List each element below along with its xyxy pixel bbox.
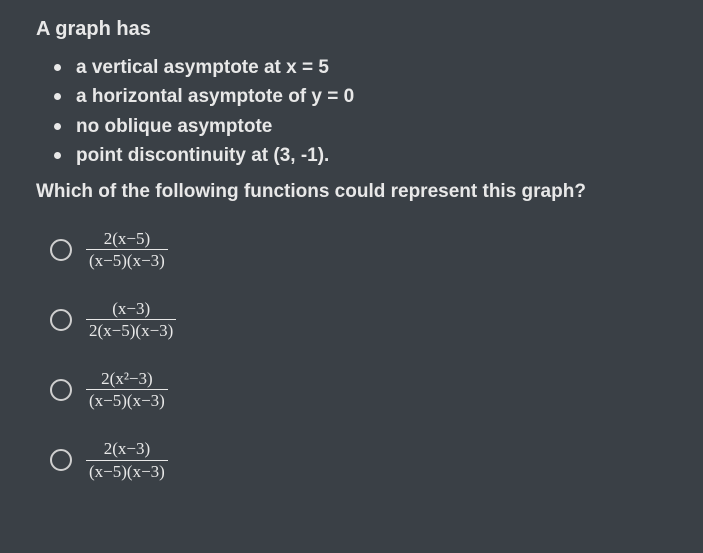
numerator: 2(x−3) xyxy=(86,439,168,460)
denominator: 2(x−5)(x−3) xyxy=(86,319,176,341)
answer-option-2[interactable]: (x−3) 2(x−5)(x−3) xyxy=(50,299,681,341)
fraction: 2(x−5) (x−5)(x−3) xyxy=(86,229,168,271)
radio-icon[interactable] xyxy=(50,379,72,401)
denominator: (x−5)(x−3) xyxy=(86,249,168,271)
denominator: (x−5)(x−3) xyxy=(86,389,168,411)
radio-icon[interactable] xyxy=(50,239,72,261)
condition-item: no oblique asymptote xyxy=(54,112,681,141)
condition-item: point discontinuity at (3, -1). xyxy=(54,141,681,170)
fraction: 2(x−3) (x−5)(x−3) xyxy=(86,439,168,481)
radio-icon[interactable] xyxy=(50,449,72,471)
radio-icon[interactable] xyxy=(50,309,72,331)
fraction: 2(x²−3) (x−5)(x−3) xyxy=(86,369,168,411)
answer-option-1[interactable]: 2(x−5) (x−5)(x−3) xyxy=(50,229,681,271)
fraction: (x−3) 2(x−5)(x−3) xyxy=(86,299,176,341)
condition-item: a horizontal asymptote of y = 0 xyxy=(54,82,681,111)
condition-item: a vertical asymptote at x = 5 xyxy=(54,53,681,82)
answer-option-4[interactable]: 2(x−3) (x−5)(x−3) xyxy=(50,439,681,481)
condition-list: a vertical asymptote at x = 5 a horizont… xyxy=(54,53,681,171)
denominator: (x−5)(x−3) xyxy=(86,460,168,482)
numerator: 2(x²−3) xyxy=(86,369,168,390)
prompt-heading: A graph has xyxy=(36,18,681,41)
numerator: (x−3) xyxy=(86,299,176,320)
answer-options: 2(x−5) (x−5)(x−3) (x−3) 2(x−5)(x−3) 2(x²… xyxy=(50,229,681,481)
question-text: Which of the following functions could r… xyxy=(36,181,681,203)
answer-option-3[interactable]: 2(x²−3) (x−5)(x−3) xyxy=(50,369,681,411)
numerator: 2(x−5) xyxy=(86,229,168,250)
